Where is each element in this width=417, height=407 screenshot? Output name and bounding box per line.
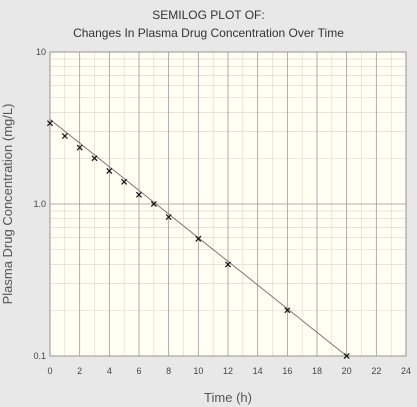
y-tick-label: 10 [36,47,46,57]
data-point [284,307,291,314]
data-point [91,155,98,162]
data-point-stroke [106,167,113,174]
data-point-stroke [121,178,128,185]
data-point-stroke [91,155,98,162]
data-point-stroke [61,133,68,140]
y-axis-label: Plasma Drug Concentration (mg/L) [0,104,15,305]
data-point-stroke [76,144,83,151]
x-tick-label: 8 [166,366,171,376]
x-tick-label: 22 [371,366,381,376]
data-point-stroke [224,261,232,268]
data-point-stroke [150,200,157,208]
data-point [343,352,350,360]
trendline-group [49,119,347,357]
data-point [135,191,143,198]
x-tick-label: 14 [253,366,263,376]
data-point-stroke [135,191,143,198]
data-point [61,133,68,140]
data-point [150,200,157,208]
chart-title: SEMILOG PLOT OF: [152,8,265,22]
data-point [76,144,83,151]
data-point-stroke [165,214,172,221]
data-point [106,167,113,174]
x-tick-label: 0 [47,366,52,376]
data-point [121,178,128,185]
x-tick-label: 20 [342,366,352,376]
x-tick-label: 18 [312,366,322,376]
x-tick-label: 16 [282,366,292,376]
chart-subtitle: Changes In Plasma Drug Concentration Ove… [73,26,344,40]
data-point [165,214,172,221]
x-tick-label: 10 [193,366,203,376]
x-tick-label: 4 [107,366,112,376]
data-point [224,261,232,268]
x-axis-label: Time (h) [204,390,252,405]
data-point [195,235,202,242]
data-point-stroke [195,235,202,242]
data-point-stroke [343,352,350,360]
data-point-stroke [46,120,54,127]
x-tick-label: 6 [136,366,141,376]
trendline [49,119,347,357]
data-point-stroke [284,307,291,314]
x-tick-label: 12 [223,366,233,376]
x-tick-label: 24 [401,366,411,376]
data-points [46,120,350,360]
y-tick-label: 1.0 [33,199,46,209]
data-point [46,120,54,127]
x-tick-label: 2 [77,366,82,376]
y-tick-labels: 0.1 1.0 10 [33,47,46,361]
y-tick-label: 0.1 [33,351,46,361]
x-tick-labels: 0 2 4 6 8 10 12 14 16 18 20 22 24 [47,366,411,376]
